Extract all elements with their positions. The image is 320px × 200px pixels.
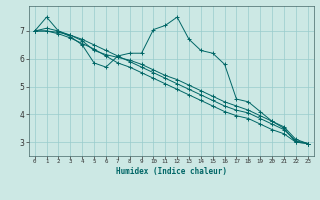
X-axis label: Humidex (Indice chaleur): Humidex (Indice chaleur) (116, 167, 227, 176)
